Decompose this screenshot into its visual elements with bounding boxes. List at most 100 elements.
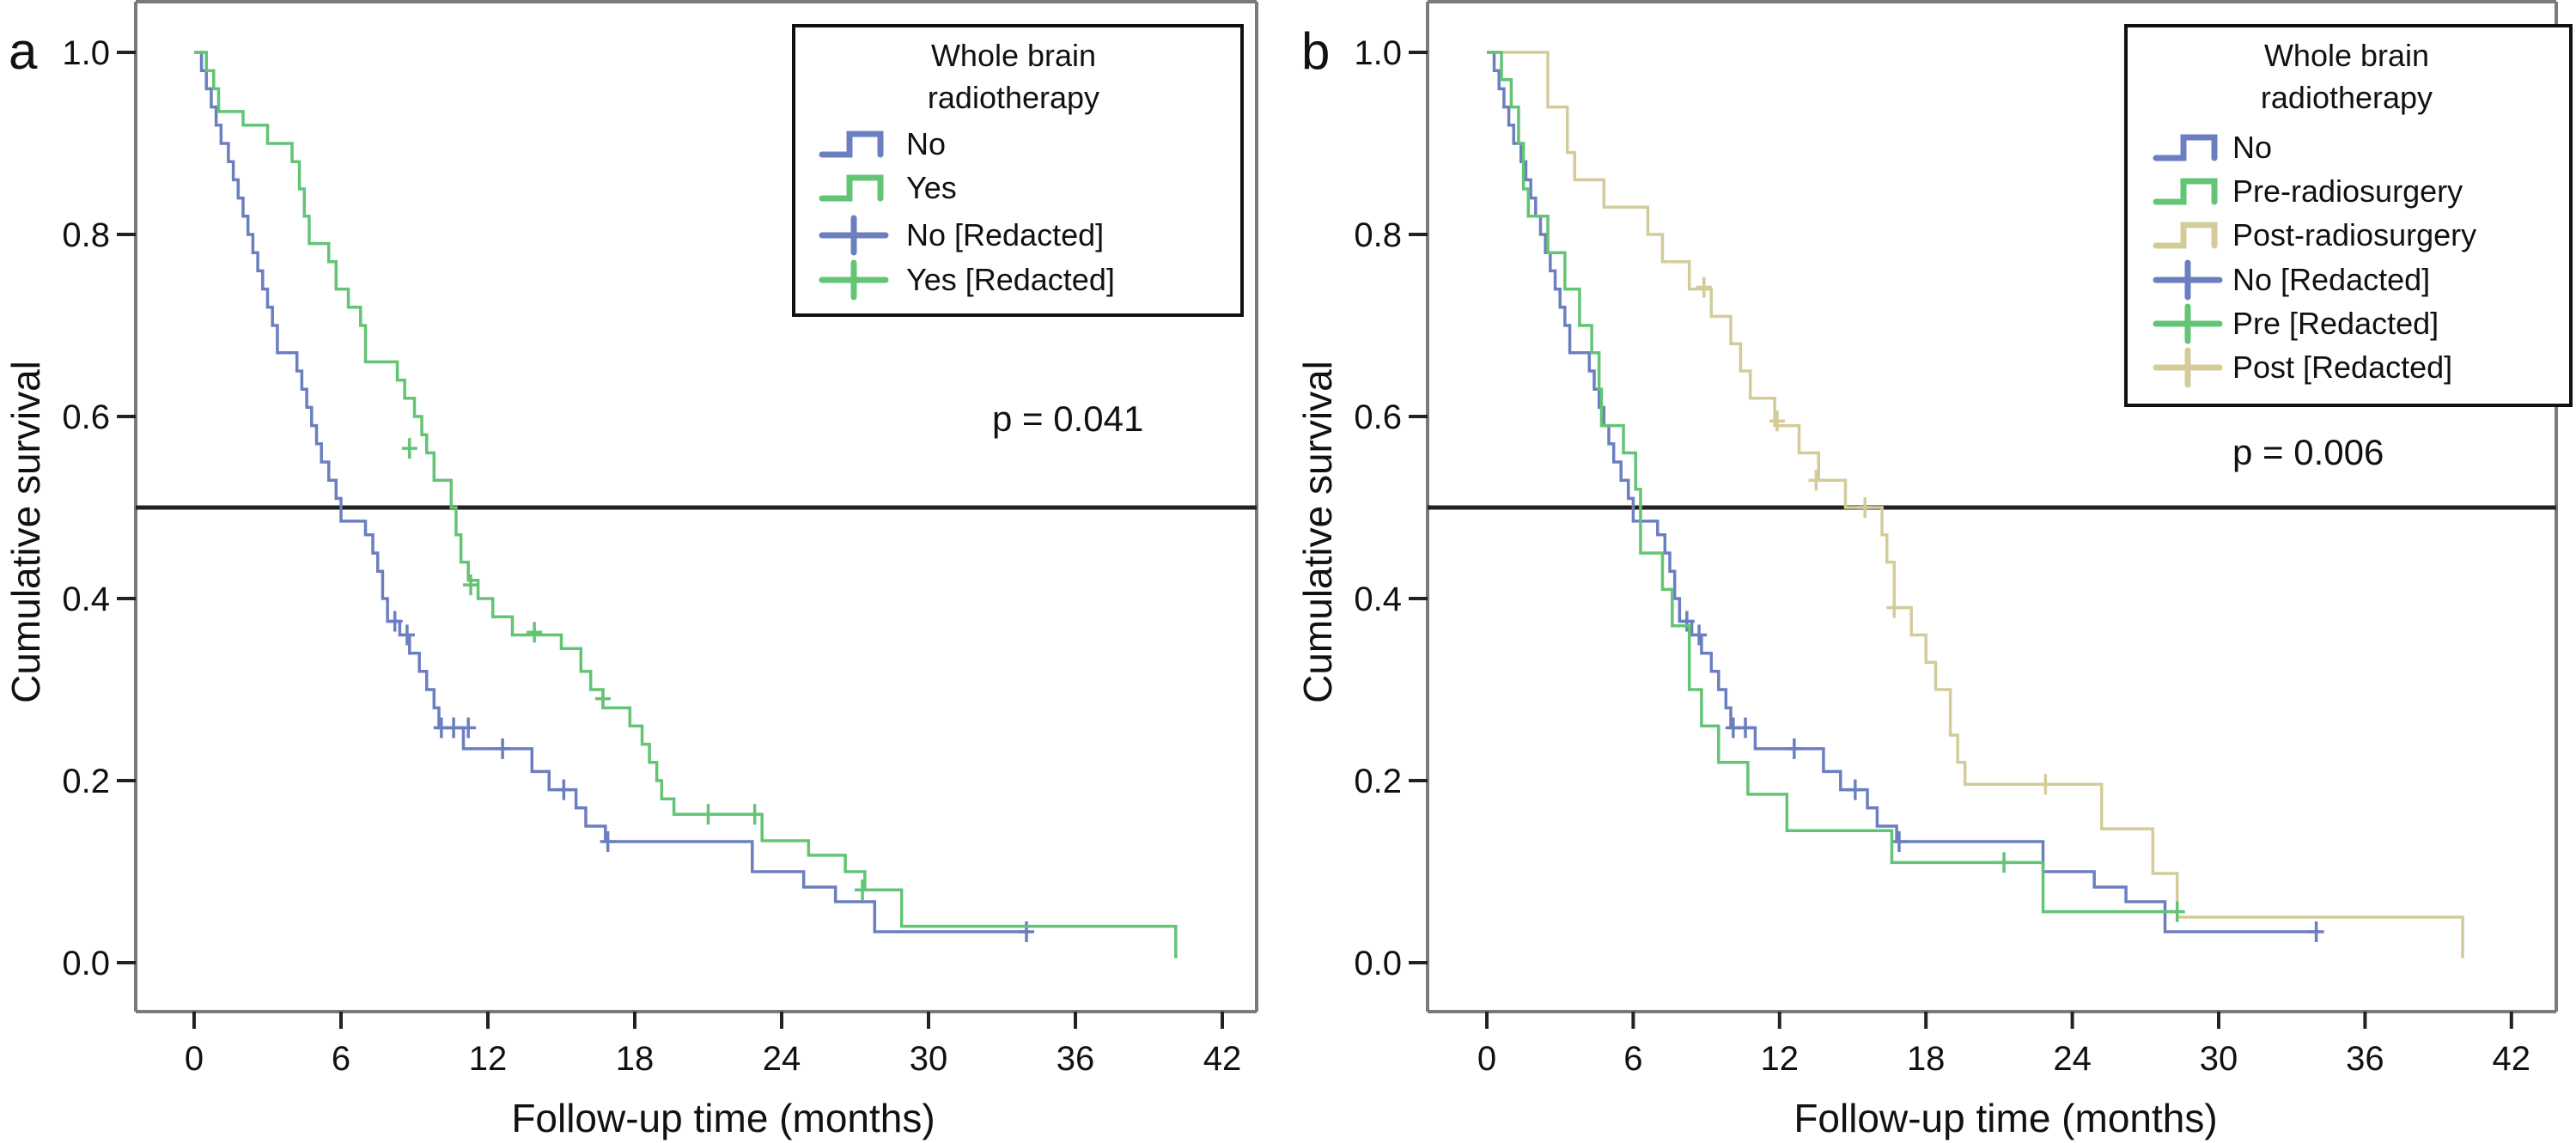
- censor-mark-no: [1786, 738, 1802, 759]
- x-tick-label: 12: [1761, 1040, 1800, 1078]
- y-tick-label: 0.8: [62, 216, 110, 254]
- legend-entry-label: Pre [Redacted]: [2232, 306, 2439, 341]
- legend-entry-label: Pre-radiosurgery: [2232, 173, 2463, 209]
- censor-mark-post-radiosurgery: [1696, 277, 1712, 298]
- x-tick-label: 30: [910, 1040, 948, 1078]
- censor-mark-no: [1019, 921, 1034, 942]
- y-tick-label: 1.0: [62, 34, 110, 72]
- censor-mark-no: [2308, 921, 2324, 942]
- legend-entry-label: Yes: [906, 170, 957, 205]
- y-tick-label: 0.4: [62, 581, 110, 618]
- panel-a: 0.0 0.2 0.4 0.6 0.8 1.0 0 6 12 18 24 30 36 42 Follow-u…: [3, 0, 1258, 1140]
- legend-step-icon: [2153, 222, 2218, 249]
- x-tick-label: 24: [2053, 1040, 2092, 1078]
- x-tick-label: 18: [616, 1040, 655, 1078]
- censor-mark-no: [387, 611, 403, 632]
- panel-label: a: [9, 22, 38, 80]
- x-tick-label: 18: [1907, 1040, 1946, 1078]
- censor-mark-no: [1891, 831, 1907, 853]
- legend-censor-icon: [2153, 303, 2223, 344]
- x-tick-label: 24: [763, 1040, 801, 1078]
- legend-entry-label: Post-radiosurgery: [2232, 217, 2476, 252]
- legend-box: [792, 24, 1244, 317]
- legend-censor-icon: [819, 259, 889, 301]
- legend-entry-label: No: [906, 126, 946, 161]
- x-tick-label: 0: [1477, 1040, 1496, 1078]
- p-value-annotation: p = 0.006: [2232, 432, 2384, 472]
- legend-title: Whole brain: [931, 38, 1096, 73]
- legend-box: [2124, 24, 2573, 407]
- legend: Whole brain radiotherapy No Yes No [Redacted…: [792, 24, 1244, 317]
- y-axis-title: Cumulative survival: [1295, 361, 1340, 703]
- x-tick-label: 36: [2346, 1040, 2384, 1078]
- legend-entry-label: No [Redacted]: [2232, 262, 2430, 297]
- censor-mark-no: [495, 738, 511, 759]
- x-axis-title: Follow-up time (months): [511, 1096, 935, 1140]
- censor-mark-post-radiosurgery: [1857, 497, 1873, 518]
- x-tick-label: 42: [2493, 1040, 2531, 1078]
- x-tick-label: 6: [1623, 1040, 1642, 1078]
- x-tick-label: 42: [1203, 1040, 1242, 1078]
- survival-curve-no: [194, 51, 1029, 933]
- p-value-annotation: p = 0.041: [992, 398, 1143, 439]
- y-tick-label: 0.2: [62, 763, 110, 800]
- x-tick-label: 12: [469, 1040, 508, 1078]
- censor-mark-no: [399, 624, 415, 646]
- legend-entry-label: Yes [Redacted]: [906, 262, 1115, 297]
- censor-mark-post-radiosurgery: [1886, 597, 1903, 618]
- panel-b: 0.0 0.2 0.4 0.6 0.8 1.0 0 6 12 18 24 30 36 42 Follow-u…: [1295, 0, 2573, 1140]
- censor-mark-post-radiosurgery: [2037, 774, 2054, 795]
- censor-mark-post-radiosurgery: [1769, 410, 1785, 432]
- panel-label: b: [1301, 22, 1330, 80]
- legend-entry-label: Post [Redacted]: [2232, 350, 2452, 385]
- legend-step-icon: [819, 131, 884, 158]
- legend-step-icon: [2153, 178, 2218, 205]
- censor-mark-yes: [463, 575, 479, 596]
- censor-mark-yes: [527, 622, 543, 643]
- censor-mark-yes: [401, 438, 417, 459]
- survival-curve-pre-radiosurgery: [1487, 51, 2180, 914]
- legend-step-icon: [2153, 134, 2218, 161]
- censor-mark-yes: [746, 804, 763, 825]
- censor-mark-no: [446, 717, 462, 739]
- censor-mark-post-radiosurgery: [1808, 470, 1824, 491]
- legend-censor-icon: [2153, 259, 2223, 301]
- y-tick-label: 1.0: [1354, 34, 1402, 72]
- legend-title: Whole brain: [2264, 38, 2429, 73]
- censor-mark-pre-radiosurgery: [1996, 852, 2013, 873]
- censor-mark-no: [1678, 611, 1695, 632]
- legend-entry-label: No: [2232, 130, 2272, 165]
- y-tick-label: 0.0: [62, 945, 110, 982]
- x-tick-label: 36: [1057, 1040, 1095, 1078]
- x-axis-title: Follow-up time (months): [1793, 1096, 2217, 1140]
- y-tick-label: 0.2: [1354, 763, 1402, 800]
- censor-mark-yes: [700, 804, 716, 825]
- y-axis-title: Cumulative survival: [3, 361, 48, 703]
- survival-curve-yes: [194, 51, 1178, 958]
- censor-mark-no: [1738, 717, 1754, 739]
- survival-curve-no: [1487, 51, 2319, 933]
- y-tick-label: 0.6: [62, 398, 110, 436]
- y-tick-label: 0.6: [1354, 398, 1402, 436]
- censor-mark-no: [1691, 624, 1708, 646]
- legend-censor-icon: [2153, 347, 2223, 388]
- censor-mark-no: [600, 831, 616, 853]
- censor-mark-pre-radiosurgery: [2169, 901, 2185, 922]
- y-tick-label: 0.4: [1354, 581, 1402, 618]
- x-tick-label: 0: [185, 1040, 204, 1078]
- legend-title: radiotherapy: [2261, 80, 2433, 115]
- censor-mark-no: [460, 717, 477, 739]
- legend: Whole brain radiotherapy No Pre-radiosurger…: [2124, 24, 2573, 407]
- legend-entry-label: No [Redacted]: [906, 217, 1104, 252]
- legend-censor-icon: [819, 215, 889, 256]
- censor-mark-yes: [594, 688, 611, 709]
- y-tick-label: 0.8: [1354, 216, 1402, 254]
- legend-step-icon: [819, 174, 884, 202]
- legend-title: radiotherapy: [928, 80, 1099, 115]
- censor-mark-yes: [855, 879, 871, 901]
- x-tick-label: 6: [332, 1040, 350, 1078]
- x-tick-label: 30: [2200, 1040, 2238, 1078]
- y-tick-label: 0.0: [1354, 945, 1402, 982]
- censor-mark-no: [556, 779, 572, 800]
